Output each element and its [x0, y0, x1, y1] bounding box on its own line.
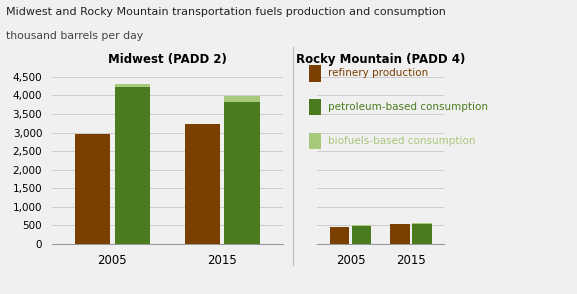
Bar	[115, 84, 150, 87]
Bar	[224, 102, 260, 244]
Bar	[352, 225, 371, 226]
Bar	[412, 223, 432, 224]
Title: Midwest (PADD 2): Midwest (PADD 2)	[108, 54, 227, 66]
Bar	[391, 224, 410, 244]
Text: thousand barrels per day: thousand barrels per day	[6, 31, 143, 41]
Text: petroleum-based consumption: petroleum-based consumption	[328, 102, 488, 112]
Bar	[224, 96, 260, 102]
Bar	[352, 226, 371, 244]
Title: Rocky Mountain (PADD 4): Rocky Mountain (PADD 4)	[296, 54, 466, 66]
Text: refinery production: refinery production	[328, 69, 429, 78]
Bar	[330, 227, 350, 244]
Text: Midwest and Rocky Mountain transportation fuels production and consumption: Midwest and Rocky Mountain transportatio…	[6, 7, 445, 17]
Bar	[185, 124, 220, 244]
Text: biofuels-based consumption: biofuels-based consumption	[328, 136, 476, 146]
Bar	[75, 134, 110, 244]
Bar	[115, 87, 150, 244]
Bar	[412, 224, 432, 244]
